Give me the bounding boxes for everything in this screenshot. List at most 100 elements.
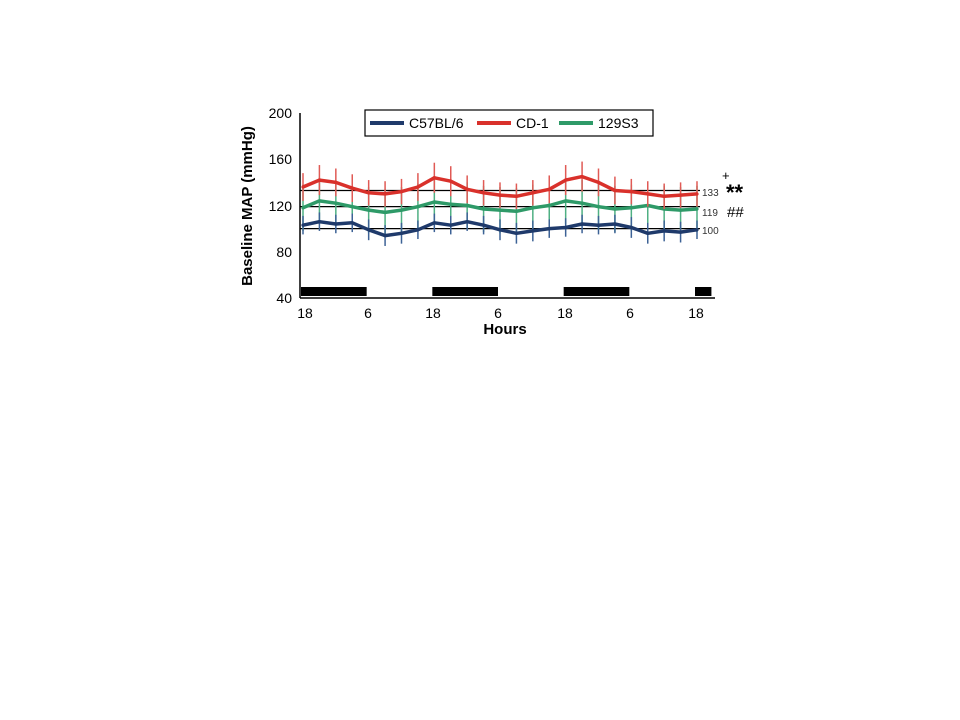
data-point [580, 174, 584, 179]
x-tick-label-18a: 18 [297, 305, 313, 321]
data-point [399, 231, 404, 235]
data-point [564, 178, 568, 182]
legend-label-129s3: 129S3 [598, 115, 639, 131]
data-point [564, 199, 568, 203]
data-point [646, 231, 650, 235]
y-tick-label-80: 80 [276, 244, 292, 260]
data-point [613, 222, 617, 226]
data-point [449, 223, 453, 227]
data-point [547, 187, 551, 191]
data-point [646, 192, 650, 196]
data-point [301, 223, 305, 227]
data-point [465, 220, 469, 224]
data-point [613, 207, 617, 211]
x-tick-label-18c: 18 [557, 305, 573, 321]
data-point [350, 186, 354, 190]
y-tick-label-200: 200 [269, 105, 293, 121]
significance-double-hash-mark: ## [727, 204, 744, 221]
data-point [514, 209, 519, 213]
data-point [416, 185, 420, 189]
legend-label-c57bl6: C57BL/6 [409, 115, 464, 131]
dark-period-bars [301, 287, 712, 296]
data-point [629, 206, 633, 210]
ref-label-119: 119 [702, 208, 718, 219]
data-point [317, 199, 322, 203]
data-point [301, 185, 305, 189]
data-point [317, 178, 322, 182]
x-tick-label-18d: 18 [688, 305, 704, 321]
significance-double-star-mark: ** [726, 180, 744, 205]
data-point [498, 193, 502, 197]
data-point [334, 222, 338, 226]
data-point [367, 208, 371, 212]
x-tick-label-6a: 6 [364, 305, 372, 321]
data-point [514, 194, 519, 198]
data-point [531, 229, 535, 233]
y-tick-label-40: 40 [276, 290, 292, 306]
dark-period-bar [301, 287, 367, 296]
data-point [416, 205, 420, 209]
data-point [662, 229, 666, 233]
data-point [367, 228, 371, 232]
data-point [383, 192, 387, 196]
data-point [301, 206, 305, 210]
legend: C57BL/6 CD-1 129S3 [364, 109, 654, 137]
data-point [399, 190, 404, 194]
ref-label-133: 133 [702, 188, 719, 199]
data-point [580, 201, 584, 205]
data-point [449, 202, 453, 206]
data-point [481, 207, 486, 211]
data-point [465, 203, 469, 208]
data-point [695, 207, 699, 211]
data-point [695, 228, 699, 232]
data-point [383, 210, 387, 215]
data-point [432, 221, 436, 225]
data-point [498, 228, 502, 232]
legend-label-cd1: CD-1 [516, 115, 549, 131]
data-point [678, 230, 683, 234]
data-point [547, 227, 551, 231]
data-point [334, 180, 338, 184]
dark-period-bar [563, 287, 630, 296]
data-point [481, 223, 486, 227]
x-tick-label-6c: 6 [626, 305, 634, 321]
data-point [678, 208, 683, 212]
data-point [317, 220, 322, 224]
data-point [350, 221, 354, 225]
data-point [350, 205, 354, 209]
data-point [531, 206, 535, 210]
data-point [367, 191, 371, 195]
data-point [629, 190, 633, 194]
data-point [465, 187, 469, 191]
x-tick-label-6b: 6 [494, 305, 502, 321]
dark-period-bar [695, 287, 712, 296]
data-point [613, 188, 617, 193]
data-point [580, 222, 584, 226]
data-point [678, 193, 683, 197]
data-point [399, 208, 404, 212]
data-point [432, 200, 436, 204]
ref-label-100: 100 [702, 226, 719, 237]
plot-area [301, 161, 699, 246]
series-0 [301, 212, 699, 246]
x-axis-title: Hours [483, 321, 526, 338]
dark-period-bar [432, 287, 498, 296]
data-point [629, 225, 633, 230]
data-point [596, 223, 601, 227]
data-point [449, 179, 453, 183]
data-point [481, 191, 486, 195]
data-point [416, 228, 420, 232]
data-point [432, 176, 436, 180]
significance-plus-mark: + [722, 168, 730, 183]
data-point [547, 203, 551, 208]
data-point [383, 233, 387, 238]
data-point [662, 194, 666, 198]
series-1 [301, 161, 699, 209]
y-tick-label-160: 160 [269, 151, 293, 167]
data-point [564, 225, 568, 230]
data-point [596, 180, 601, 184]
data-point [695, 192, 699, 196]
data-point [334, 201, 338, 205]
